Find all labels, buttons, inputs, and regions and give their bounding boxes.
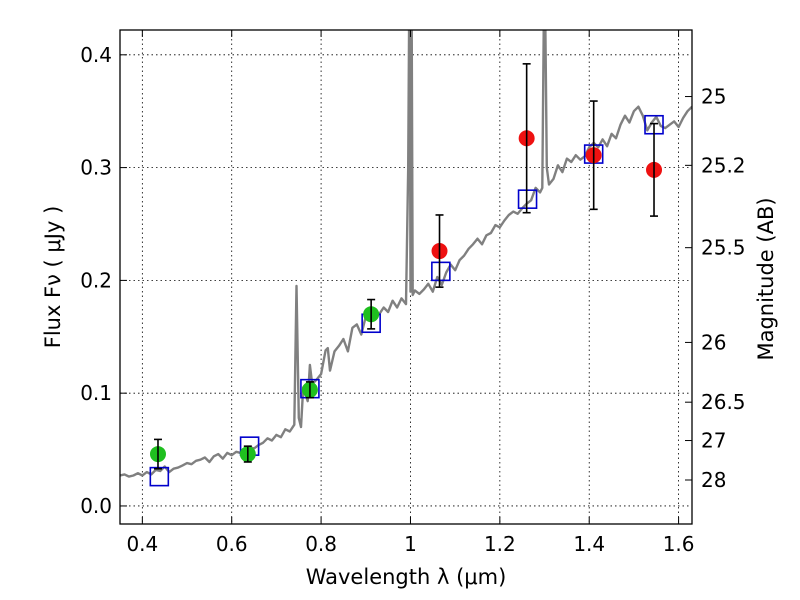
x-tick-label: 1.2 [484, 532, 516, 556]
x-tick-label: 0.4 [126, 532, 158, 556]
x-tick-label: 0.6 [216, 532, 248, 556]
y-tick-label: 0.1 [80, 381, 112, 405]
y-tick-label: 0.4 [80, 43, 112, 67]
axis-ticks [120, 30, 692, 524]
y-axis-label: Flux Fν ( μJy ) [41, 206, 65, 349]
right-tick-label: 25.2 [701, 153, 746, 177]
x-tick-label: 0.8 [305, 532, 337, 556]
x-tick-label: 1 [404, 532, 417, 556]
plot-frame [119, 29, 693, 525]
x-axis-label: Wavelength λ (μm) [306, 565, 507, 589]
model-square-marker [149, 466, 170, 487]
spectrum-line [120, 30, 692, 478]
spectrum-layer [120, 30, 692, 478]
right-tick-label: 27 [701, 429, 726, 453]
model-square-marker [431, 261, 451, 282]
right-tick-label: 25 [701, 85, 726, 109]
right-tick-label: 26.5 [701, 390, 746, 414]
right-tick-label: 28 [701, 468, 726, 492]
model-square-marker [517, 189, 538, 209]
error-bars [153, 63, 659, 470]
right-tick-label: 26 [701, 330, 726, 354]
right-tick-label: 25.5 [701, 236, 746, 260]
y-tick-label: 0.0 [80, 494, 112, 518]
y-tick-label: 0.2 [80, 268, 112, 292]
x-tick-label: 1.6 [663, 532, 695, 556]
x-tick-label: 1.4 [573, 532, 605, 556]
tick-labels: 0.4 0.6 0.8 1 1.2 1.4 1.6 0.0 0.1 0.2 0.3 0.4 25 25.2… [80, 43, 745, 556]
y-tick-label: 0.3 [80, 156, 112, 180]
right-axis-label: Magnitude (AB) [754, 197, 778, 360]
